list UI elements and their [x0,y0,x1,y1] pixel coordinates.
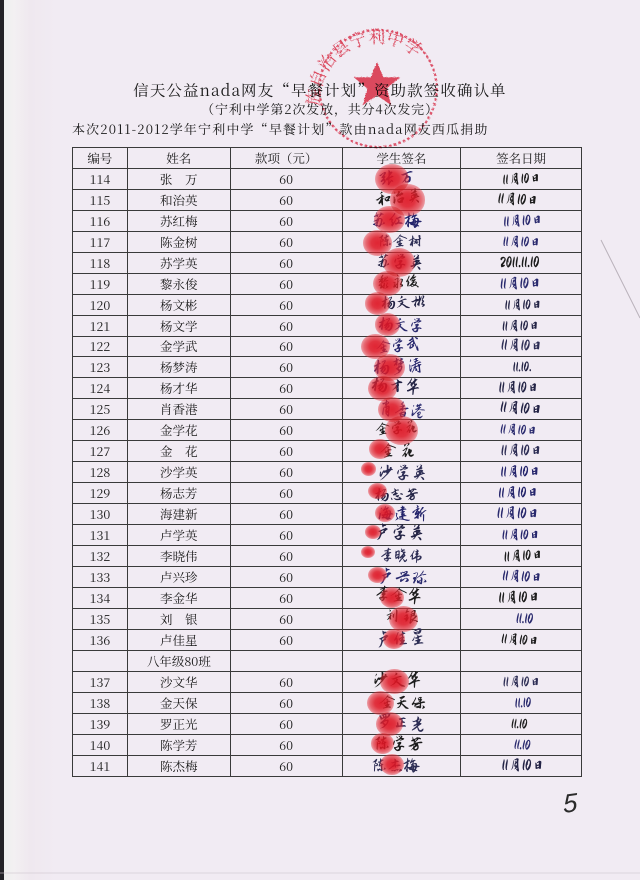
svg-text:族自治县宁利中学: 族自治县宁利中学 [299,23,428,106]
